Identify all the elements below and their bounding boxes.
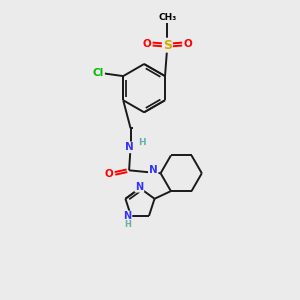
Text: H: H bbox=[124, 220, 131, 229]
Text: O: O bbox=[183, 39, 192, 49]
Text: S: S bbox=[163, 39, 172, 52]
Text: CH₃: CH₃ bbox=[158, 13, 176, 22]
Text: N: N bbox=[123, 212, 131, 221]
Text: O: O bbox=[104, 169, 113, 179]
Text: O: O bbox=[143, 39, 152, 49]
Text: N: N bbox=[149, 165, 158, 175]
Text: H: H bbox=[138, 138, 146, 147]
Text: Cl: Cl bbox=[93, 68, 104, 78]
Text: N: N bbox=[135, 182, 143, 192]
Text: N: N bbox=[125, 142, 134, 152]
